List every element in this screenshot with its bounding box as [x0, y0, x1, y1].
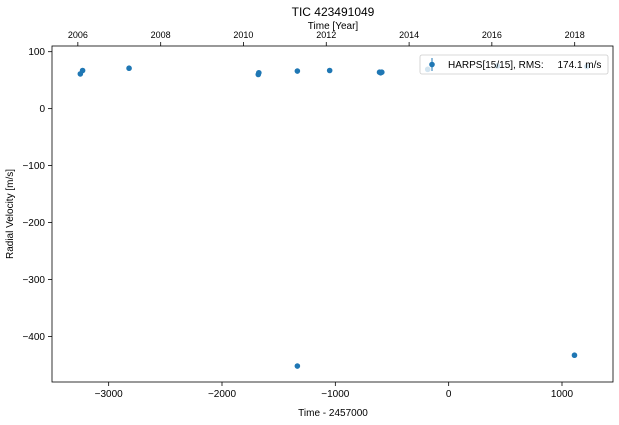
legend-label: HARPS[15/15], RMS: 174.1 m/s — [448, 60, 601, 71]
top-x-axis: 2006 2008 2010 2012 2014 2016 2018 — [68, 30, 585, 46]
top-tick-label: 2010 — [233, 30, 253, 40]
data-point — [294, 363, 301, 369]
data-point — [79, 67, 86, 74]
data-point — [326, 67, 333, 74]
y-tick-label: −300 — [22, 275, 45, 286]
y-tick-label: −400 — [22, 332, 45, 343]
x-axis: −3000 −2000 −1000 0 1000 — [95, 382, 574, 400]
x-axis-label: Time - 2457000 — [298, 408, 368, 419]
legend-marker — [429, 61, 435, 68]
x-tick-label: 0 — [446, 389, 452, 400]
x-tick-label: −2000 — [208, 389, 237, 400]
data-point — [126, 65, 132, 72]
y-tick-label: −100 — [22, 161, 45, 172]
top-tick-label: 2012 — [316, 30, 336, 40]
data-point — [294, 68, 301, 74]
y-axis-label: Radial Velocity [m/s] — [5, 169, 16, 259]
data-point — [256, 69, 262, 76]
x-tick-label: −3000 — [95, 389, 124, 400]
top-tick-label: 2008 — [151, 30, 171, 40]
top-tick-label: 2018 — [565, 30, 585, 40]
y-tick-label: −200 — [22, 218, 45, 229]
x-tick-label: −1000 — [321, 389, 350, 400]
data-point — [379, 69, 385, 75]
data-point — [571, 352, 578, 359]
plot-frame — [51, 45, 614, 383]
data-points — [77, 63, 590, 369]
y-tick-label: 100 — [28, 47, 45, 58]
legend: HARPS[15/15], RMS: 174.1 m/s — [419, 54, 609, 75]
legend-box — [419, 54, 609, 75]
x-tick-label: 1000 — [551, 389, 574, 400]
y-tick-label: 0 — [39, 104, 45, 115]
top-x-axis-label: Time [Year] — [308, 21, 359, 32]
top-tick-label: 2016 — [482, 30, 502, 40]
y-axis: 100 0 −100 −200 −300 −400 — [22, 47, 52, 343]
chart-title: TIC 423491049 — [292, 5, 375, 19]
top-tick-label: 2014 — [399, 30, 419, 40]
top-tick-label: 2006 — [68, 30, 88, 40]
